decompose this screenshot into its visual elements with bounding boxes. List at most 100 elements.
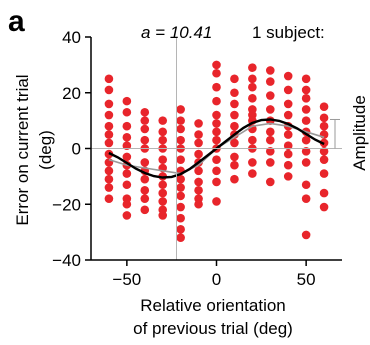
y-axis-label-line1: Error on current trial	[13, 74, 32, 225]
data-point	[104, 99, 114, 109]
y-axis-label-line2: (deg)	[36, 130, 55, 170]
data-point	[104, 138, 114, 148]
right-label-amplitude: Amplitude	[350, 95, 369, 171]
data-point	[283, 99, 293, 109]
data-point	[319, 121, 329, 131]
data-point	[301, 146, 311, 156]
data-point	[212, 82, 221, 92]
data-point	[230, 160, 239, 170]
data-point	[301, 230, 311, 240]
data-point	[122, 180, 132, 190]
data-point	[194, 130, 203, 139]
data-point	[194, 186, 203, 195]
data-point	[212, 197, 221, 206]
data-point	[265, 177, 275, 187]
data-point	[319, 130, 329, 139]
data-point	[122, 121, 132, 131]
axes: −40 −20 0 20 40 −50 0 50	[52, 28, 342, 289]
data-point	[248, 169, 257, 178]
data-point	[319, 188, 329, 198]
data-point	[283, 149, 293, 159]
data-point	[301, 74, 311, 84]
data-point	[212, 96, 221, 106]
data-point	[104, 110, 114, 120]
data-point	[319, 202, 329, 212]
data-point	[176, 135, 185, 145]
data-point	[104, 85, 114, 95]
subject-annotation: 1 subject:	[252, 23, 325, 42]
data-point	[265, 77, 275, 86]
data-point	[230, 99, 239, 109]
data-point	[283, 85, 293, 95]
data-point	[140, 107, 150, 117]
data-point	[230, 74, 239, 84]
data-point	[248, 135, 257, 145]
data-point	[140, 158, 150, 167]
x-tick-label: −50	[112, 270, 141, 289]
data-point	[158, 116, 168, 125]
data-point	[140, 194, 150, 203]
data-point	[230, 152, 239, 162]
data-point	[319, 155, 329, 164]
data-point	[140, 124, 150, 134]
data-point	[319, 102, 329, 111]
data-point	[248, 94, 257, 103]
data-point	[104, 74, 114, 84]
data-point	[230, 110, 239, 120]
data-point	[248, 158, 257, 167]
data-point	[265, 146, 275, 156]
data-point	[176, 105, 185, 114]
data-point	[265, 127, 275, 137]
data-point	[301, 94, 311, 103]
data-point	[140, 116, 150, 125]
data-point	[104, 121, 114, 131]
data-point	[158, 155, 168, 164]
data-point	[319, 113, 329, 123]
data-point	[248, 82, 257, 92]
data-point	[176, 155, 185, 164]
data-point	[301, 85, 311, 95]
data-point	[265, 91, 275, 100]
data-point	[122, 96, 132, 106]
data-point	[230, 138, 239, 148]
data-point	[122, 169, 132, 178]
data-point	[158, 188, 168, 198]
data-point	[283, 160, 293, 170]
panel-letter: a	[8, 5, 25, 38]
data-point	[212, 127, 221, 137]
data-point	[283, 110, 293, 120]
data-point	[194, 166, 203, 176]
data-point	[140, 186, 150, 195]
data-point	[301, 194, 311, 203]
data-point	[122, 133, 132, 142]
x-axis-label-line2: of previous trial (deg)	[133, 319, 293, 338]
data-point	[265, 66, 275, 75]
data-point	[176, 225, 185, 234]
data-point	[140, 174, 150, 184]
x-tick-label: 50	[297, 270, 316, 289]
data-point	[158, 211, 168, 220]
data-point	[319, 169, 329, 178]
y-tick-label: −20	[52, 195, 81, 214]
data-point	[212, 166, 221, 176]
data-point	[176, 191, 185, 201]
data-point	[104, 158, 114, 167]
data-point	[212, 110, 221, 120]
data-point	[158, 180, 168, 190]
data-point	[176, 174, 185, 184]
data-point	[140, 135, 150, 145]
data-point	[104, 183, 114, 192]
data-point	[265, 105, 275, 114]
data-point	[319, 146, 329, 156]
data-point	[176, 202, 185, 212]
data-points	[104, 60, 329, 242]
data-point	[104, 130, 114, 139]
data-point	[122, 152, 132, 162]
data-point	[301, 180, 311, 190]
data-point	[230, 174, 239, 184]
data-point	[230, 121, 239, 131]
data-point	[248, 63, 257, 72]
data-point	[283, 71, 293, 81]
data-point	[176, 124, 185, 134]
y-tick-label: 20	[62, 84, 81, 103]
